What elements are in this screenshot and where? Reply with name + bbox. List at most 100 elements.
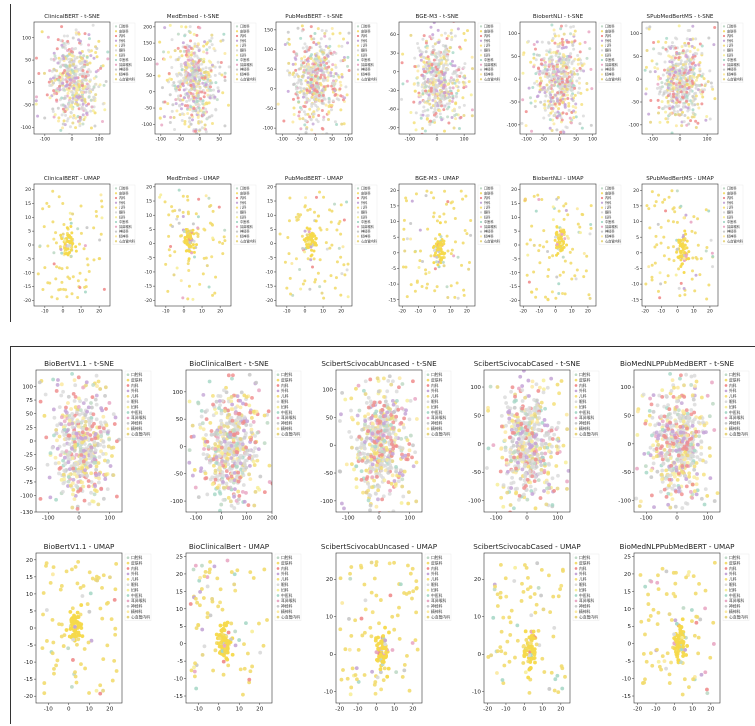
data-point [552, 114, 556, 118]
data-point [689, 99, 693, 103]
data-point [202, 110, 206, 114]
data-point [685, 37, 689, 41]
legend-marker [356, 68, 360, 71]
data-point [183, 236, 187, 240]
legend-label: 儿科 [605, 43, 612, 48]
data-point [666, 274, 670, 278]
data-point [409, 33, 413, 37]
data-point [87, 95, 91, 99]
data-point [189, 69, 193, 73]
legend-label: 神经科 [361, 229, 371, 234]
data-point [76, 279, 80, 283]
data-point [176, 58, 180, 62]
data-point [682, 216, 686, 220]
data-point [675, 92, 679, 96]
data-point [682, 71, 686, 75]
data-point [429, 25, 433, 29]
data-point [547, 40, 551, 44]
data-point [48, 84, 52, 88]
data-point [685, 246, 689, 250]
data-point [93, 82, 97, 86]
data-point [291, 97, 295, 101]
data-point [296, 26, 300, 30]
data-point [168, 77, 172, 81]
data-point [658, 271, 662, 275]
y-tick-label: 50 [146, 73, 152, 79]
data-point [223, 239, 227, 243]
data-point [549, 80, 553, 84]
legend-marker [114, 54, 118, 57]
data-point [87, 85, 91, 89]
y-tick-label: -60 [388, 107, 396, 113]
data-point [569, 87, 573, 91]
legend-label: 妇科 [119, 52, 126, 57]
data-point [324, 66, 328, 70]
data-point [550, 58, 554, 62]
data-point [190, 118, 194, 122]
data-point [60, 450, 65, 455]
data-point [188, 64, 192, 68]
data-point [183, 120, 187, 124]
data-point [106, 50, 110, 54]
panel-13: BioBertV1.1 - t-SNE-100 0 100-130-100-75-5… [20, 359, 152, 522]
data-point [678, 85, 682, 89]
data-point [287, 37, 291, 41]
scatter-points [158, 188, 227, 301]
data-point [189, 91, 193, 95]
data-point [302, 89, 306, 93]
data-point [563, 259, 567, 263]
data-point [70, 90, 74, 94]
data-point [296, 212, 300, 216]
data-point [567, 104, 571, 108]
data-point [74, 72, 78, 76]
data-point [558, 85, 562, 89]
legend-label: 神经科 [119, 229, 129, 234]
data-point [445, 37, 449, 41]
data-point [462, 114, 466, 118]
data-point [87, 270, 91, 274]
data-point [183, 241, 187, 245]
data-point [94, 210, 98, 214]
data-point [442, 264, 446, 268]
data-point [326, 117, 330, 121]
data-point [322, 195, 326, 199]
data-point [310, 102, 314, 106]
data-point [330, 26, 334, 30]
y-tick-label: 5 [393, 235, 396, 241]
data-point [298, 90, 302, 94]
data-point [331, 63, 335, 67]
data-point [62, 34, 66, 38]
y-tick-label: 15 [146, 199, 152, 205]
data-point [548, 68, 552, 72]
data-point [434, 65, 438, 69]
data-point [422, 60, 426, 64]
data-point [538, 76, 542, 80]
data-point [546, 249, 550, 253]
data-point [675, 247, 679, 251]
data-point [532, 270, 536, 274]
data-point [56, 106, 60, 110]
data-point [664, 209, 668, 213]
x-tick-label: -100 [521, 137, 532, 143]
data-point [561, 292, 565, 296]
data-point [647, 207, 651, 211]
data-point [197, 49, 201, 53]
data-point [94, 51, 98, 55]
data-point [223, 52, 227, 56]
legend-marker [479, 78, 483, 81]
data-point [83, 513, 87, 517]
axes-frame [519, 21, 597, 135]
legend-label: 妇科 [240, 52, 247, 57]
data-point [68, 60, 72, 64]
data-point [87, 48, 91, 52]
data-point [48, 281, 52, 285]
data-point [184, 71, 188, 75]
legend-marker [600, 58, 604, 62]
data-point [401, 82, 405, 86]
y-tick-label: 20 [390, 188, 396, 194]
legend-label: 外科 [605, 38, 612, 43]
data-point [92, 98, 96, 102]
x-tick-label: 20 [464, 309, 470, 315]
data-point [303, 65, 307, 69]
